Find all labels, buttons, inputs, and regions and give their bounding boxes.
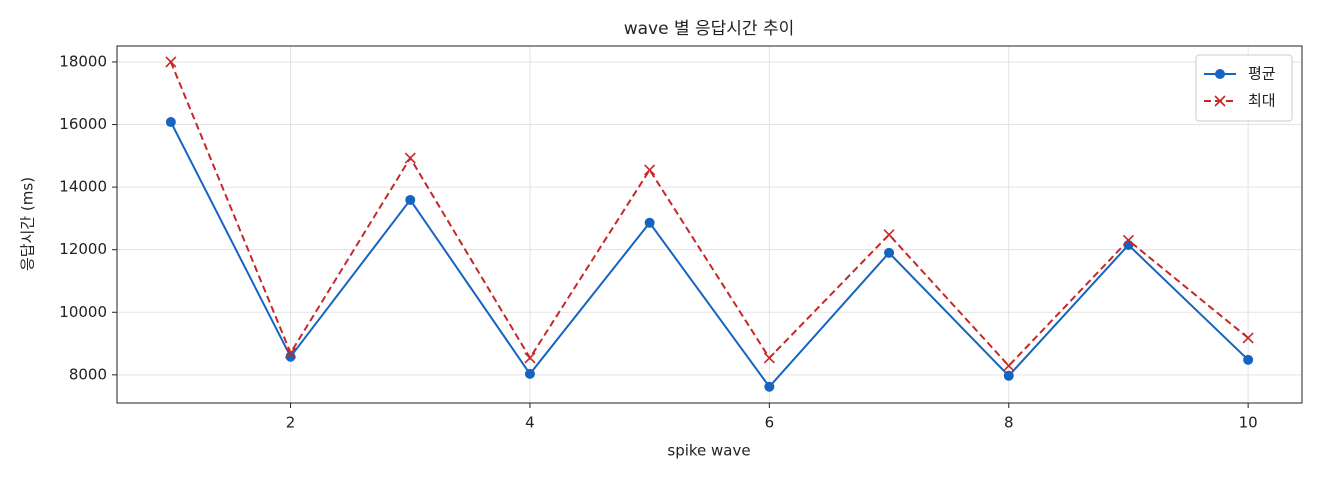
- marker: [1122, 234, 1135, 246]
- chart-title: wave 별 응답시간 추이: [624, 19, 795, 39]
- y-tick-label: 14000: [59, 178, 107, 196]
- x-tick-label: 6: [765, 414, 775, 432]
- x-tick-label: 10: [1239, 414, 1258, 432]
- y-tick-label: 16000: [59, 115, 107, 133]
- marker: [165, 56, 177, 68]
- marker: [884, 247, 895, 258]
- y-tick-label: 10000: [59, 303, 107, 321]
- y-tick-label: 18000: [59, 52, 107, 70]
- legend-label: 최대: [1248, 92, 1276, 110]
- marker: [405, 194, 416, 205]
- marker: [1214, 95, 1226, 107]
- marker: [1242, 332, 1254, 344]
- marker: [284, 347, 297, 359]
- marker: [1003, 360, 1015, 372]
- marker: [644, 217, 655, 228]
- x-tick-label: 2: [286, 414, 296, 432]
- marker: [1243, 354, 1254, 365]
- marker: [1003, 370, 1014, 381]
- plot-frame: [116, 45, 1303, 404]
- x-axis-label: spike wave: [667, 442, 750, 460]
- marker: [764, 381, 775, 392]
- y-tick-label: 12000: [59, 240, 107, 258]
- x-tick-label: 4: [525, 414, 535, 432]
- y-tick-label: 8000: [69, 365, 107, 383]
- marker: [524, 368, 535, 379]
- legend-box: [1195, 54, 1293, 122]
- legend-label: 평균: [1248, 65, 1276, 83]
- line: [169, 121, 1249, 389]
- marker: [763, 352, 775, 364]
- line: [169, 61, 1249, 368]
- marker: [644, 164, 656, 176]
- marker: [165, 117, 176, 128]
- marker: [1215, 69, 1225, 79]
- x-tick-label: 8: [1004, 414, 1014, 432]
- y-axis-label: 응답시간 (ms): [19, 177, 37, 271]
- marker: [404, 152, 416, 164]
- marker: [883, 229, 895, 241]
- marker: [524, 352, 536, 364]
- marker: [285, 351, 296, 362]
